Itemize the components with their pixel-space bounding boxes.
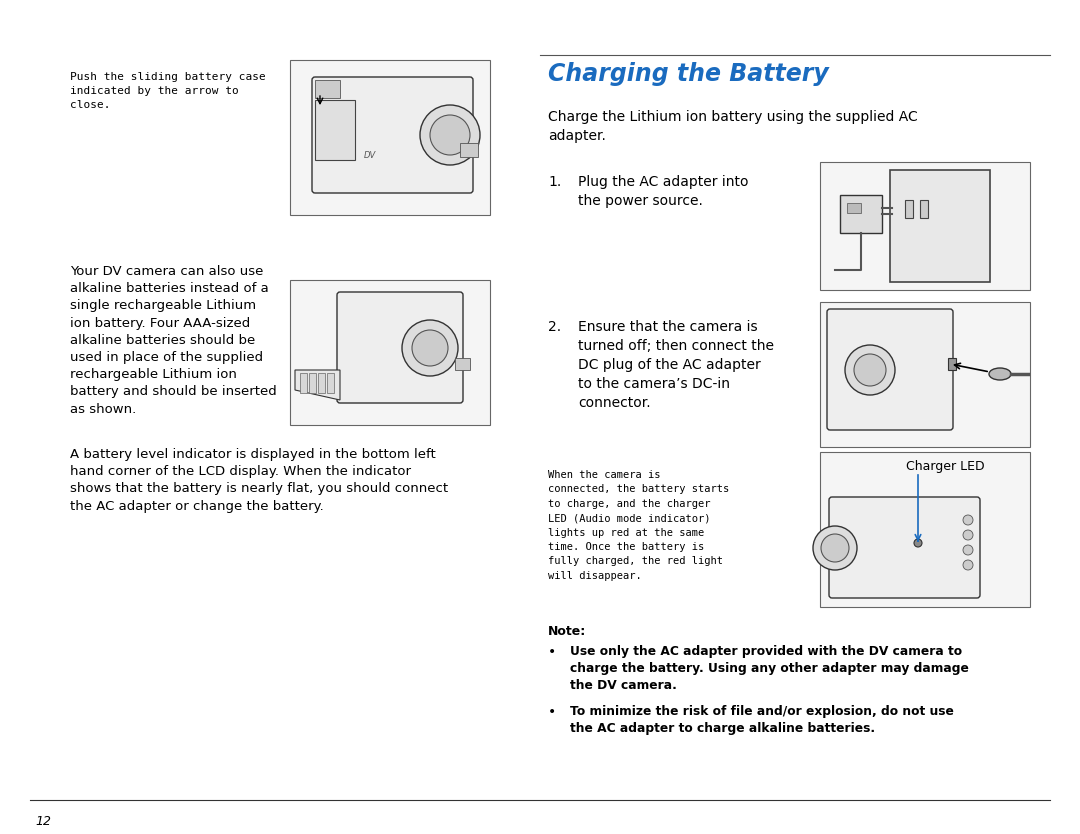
Bar [847, 203, 861, 213]
Circle shape [963, 515, 973, 525]
Circle shape [963, 545, 973, 555]
FancyBboxPatch shape [829, 497, 980, 598]
Text: Charger LED: Charger LED [906, 460, 984, 473]
FancyBboxPatch shape [820, 452, 1030, 607]
Bar [318, 373, 325, 393]
Bar [920, 200, 928, 218]
Circle shape [813, 526, 858, 570]
Text: To minimize the risk of file and/or explosion, do not use
the AC adapter to char: To minimize the risk of file and/or expl… [570, 705, 954, 736]
Bar [840, 195, 882, 233]
Bar [460, 143, 478, 157]
Text: •: • [548, 705, 556, 719]
Text: 12: 12 [35, 815, 51, 828]
Circle shape [963, 530, 973, 540]
Bar [315, 100, 355, 160]
Circle shape [411, 330, 448, 366]
Bar [309, 373, 316, 393]
Bar [948, 358, 956, 370]
Circle shape [420, 105, 480, 165]
Bar [327, 373, 334, 393]
FancyBboxPatch shape [312, 77, 473, 193]
Circle shape [963, 560, 973, 570]
FancyBboxPatch shape [337, 292, 463, 403]
FancyBboxPatch shape [291, 60, 490, 215]
Bar [300, 373, 307, 393]
Circle shape [821, 534, 849, 562]
FancyBboxPatch shape [827, 309, 953, 430]
Text: DV: DV [364, 150, 376, 159]
FancyBboxPatch shape [291, 280, 490, 425]
Text: Use only the AC adapter provided with the DV camera to
charge the battery. Using: Use only the AC adapter provided with th… [570, 645, 969, 692]
Circle shape [845, 345, 895, 395]
Circle shape [402, 320, 458, 376]
Text: Plug the AC adapter into
the power source.: Plug the AC adapter into the power sourc… [578, 175, 748, 208]
Text: Ensure that the camera is
turned off; then connect the
DC plug of the AC adapter: Ensure that the camera is turned off; th… [578, 320, 774, 409]
Circle shape [914, 539, 922, 547]
Circle shape [430, 115, 470, 155]
Text: Push the sliding battery case
indicated by the arrow to
close.: Push the sliding battery case indicated … [70, 72, 266, 110]
Text: When the camera is
connected, the battery starts
to charge, and the charger
LED : When the camera is connected, the batter… [548, 470, 729, 580]
Circle shape [854, 354, 886, 386]
Polygon shape [295, 370, 340, 400]
FancyBboxPatch shape [820, 302, 1030, 447]
Ellipse shape [989, 368, 1011, 380]
Bar [890, 170, 990, 282]
Text: A battery level indicator is displayed in the bottom left
hand corner of the LCD: A battery level indicator is displayed i… [70, 448, 448, 513]
Bar [905, 200, 913, 218]
Text: 2.: 2. [548, 320, 562, 334]
Bar [315, 80, 340, 98]
Bar [455, 358, 470, 370]
Text: Your DV camera can also use
alkaline batteries instead of a
single rechargeable : Your DV camera can also use alkaline bat… [70, 265, 276, 415]
FancyBboxPatch shape [820, 162, 1030, 290]
Text: Charging the Battery: Charging the Battery [548, 62, 828, 86]
Text: Note:: Note: [548, 625, 586, 638]
Text: 1.: 1. [548, 175, 562, 189]
Text: Charge the Lithium ion battery using the supplied AC
adapter.: Charge the Lithium ion battery using the… [548, 110, 918, 143]
Text: •: • [548, 645, 556, 659]
